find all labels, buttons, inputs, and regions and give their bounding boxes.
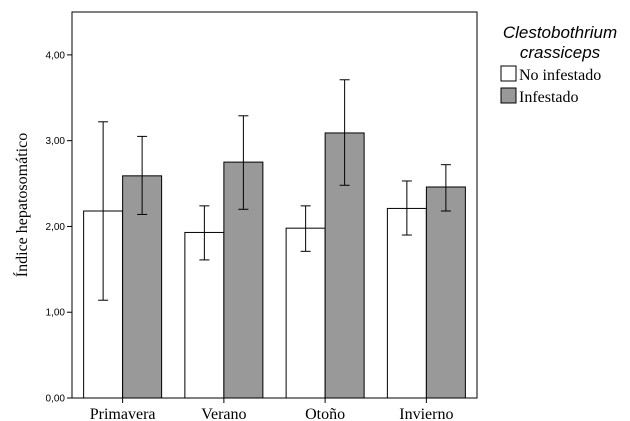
legend-label-no-infestado: No infestado xyxy=(519,67,601,84)
y-tick-label: 2,00 xyxy=(46,222,66,233)
y-axis-title: Índice hepatosomático xyxy=(12,133,31,277)
y-tick-label: 3,00 xyxy=(46,136,66,147)
legend-title-line2: crassiceps xyxy=(520,43,601,62)
legend-label-infestado: Infestado xyxy=(519,89,579,106)
legend: Clestobothrium crassiceps No infestado I… xyxy=(500,23,617,106)
plot-area xyxy=(71,11,478,399)
legend-title-line1: Clestobothrium xyxy=(503,23,617,42)
y-axis: 0,00 1,00 2,00 3,00 4,00 xyxy=(46,50,72,405)
bar-no-infestado xyxy=(386,207,427,399)
bars-group xyxy=(83,132,466,399)
x-category-label: Otoño xyxy=(305,406,345,421)
x-category-label: Invierno xyxy=(399,406,453,421)
bar-no-infestado xyxy=(285,227,326,399)
x-category-label: Verano xyxy=(201,406,246,421)
x-category-label: Primavera xyxy=(90,406,156,421)
legend-swatch-infestado xyxy=(500,87,517,104)
y-tick-label: 1,00 xyxy=(46,308,66,319)
x-axis: Primavera Verano Otoño Invierno xyxy=(90,398,453,421)
y-tick-label: 4,00 xyxy=(46,50,66,61)
error-bars-group xyxy=(98,79,451,301)
bar-infestado xyxy=(425,186,466,399)
y-tick-label: 0,00 xyxy=(46,394,66,405)
plot-frame xyxy=(71,11,478,399)
legend-swatch-no-infestado xyxy=(500,65,517,82)
